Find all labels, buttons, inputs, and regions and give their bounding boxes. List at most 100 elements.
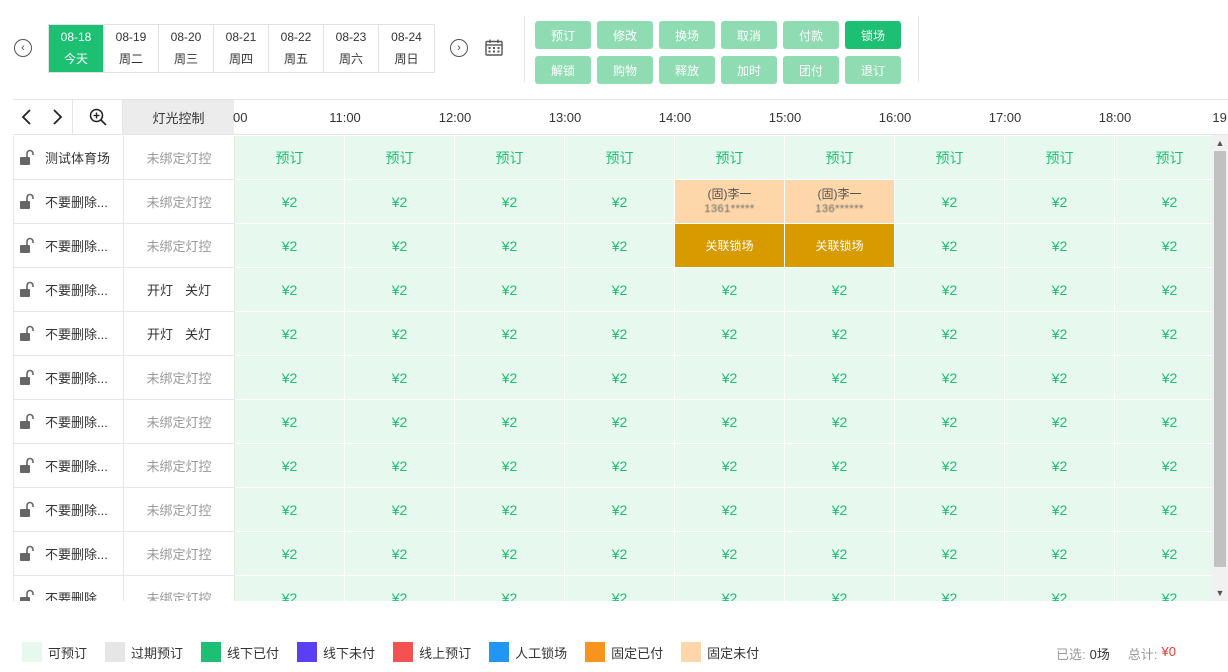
time-slot[interactable]: 预订 (235, 136, 345, 180)
unlock-icon[interactable] (18, 545, 36, 563)
time-slot[interactable]: ¥2 (565, 180, 675, 224)
time-slot[interactable]: 预订 (565, 136, 675, 180)
time-slot[interactable]: ¥2 (1115, 224, 1225, 268)
time-slot[interactable]: ¥2 (1005, 444, 1115, 488)
action-button[interactable]: 退订 (845, 56, 901, 84)
action-button[interactable]: 购物 (597, 56, 653, 84)
time-slot[interactable]: ¥2 (785, 444, 895, 488)
unlock-icon[interactable] (18, 589, 36, 602)
time-slot[interactable]: ¥2 (345, 400, 455, 444)
time-slot[interactable]: ¥2 (235, 356, 345, 400)
time-slot[interactable]: ¥2 (235, 180, 345, 224)
time-slot[interactable]: ¥2 (785, 532, 895, 576)
time-slot[interactable]: ¥2 (565, 532, 675, 576)
time-slot[interactable]: ¥2 (1005, 356, 1115, 400)
time-slot[interactable]: ¥2 (1005, 312, 1115, 356)
time-slot[interactable]: ¥2 (345, 224, 455, 268)
time-slot[interactable]: ¥2 (565, 444, 675, 488)
time-slot[interactable]: ¥2 (455, 356, 565, 400)
booked-slot[interactable]: (固)李一 1361***** (675, 180, 785, 224)
time-slot[interactable]: ¥2 (785, 356, 895, 400)
time-slot[interactable]: 预订 (785, 136, 895, 180)
time-slot[interactable]: ¥2 (785, 576, 895, 601)
time-slot[interactable]: ¥2 (455, 312, 565, 356)
action-button[interactable]: 付款 (783, 21, 839, 49)
time-slot[interactable]: ¥2 (455, 268, 565, 312)
time-slot[interactable]: ¥2 (565, 268, 675, 312)
action-button[interactable]: 取消 (721, 21, 777, 49)
light-on-button[interactable]: 开灯 (146, 283, 173, 298)
time-slot[interactable]: ¥2 (675, 488, 785, 532)
time-slot[interactable]: 预订 (345, 136, 455, 180)
time-slot[interactable]: ¥2 (1005, 576, 1115, 601)
time-slot[interactable]: ¥2 (235, 444, 345, 488)
time-slot[interactable]: ¥2 (235, 532, 345, 576)
time-slot[interactable]: ¥2 (895, 400, 1005, 444)
time-slot[interactable]: ¥2 (1115, 268, 1225, 312)
date-tab[interactable]: 08-18 今天 (49, 25, 104, 72)
time-slot[interactable]: ¥2 (345, 312, 455, 356)
time-slot[interactable]: ¥2 (895, 576, 1005, 601)
action-button[interactable]: 预订 (535, 21, 591, 49)
time-slot[interactable]: ¥2 (1115, 532, 1225, 576)
action-button[interactable]: 解锁 (535, 56, 591, 84)
date-tab[interactable]: 08-21 周四 (214, 25, 269, 72)
time-slot[interactable]: 预订 (675, 136, 785, 180)
date-tab[interactable]: 08-22 周五 (269, 25, 324, 72)
prev-week-button[interactable]: ‹ (14, 39, 32, 57)
time-slot[interactable]: ¥2 (1005, 532, 1115, 576)
time-slot[interactable]: ¥2 (455, 400, 565, 444)
time-slot[interactable]: ¥2 (345, 444, 455, 488)
time-slot[interactable]: ¥2 (895, 488, 1005, 532)
grid-next-button[interactable] (41, 100, 73, 134)
time-slot[interactable]: ¥2 (455, 532, 565, 576)
time-slot[interactable]: ¥2 (895, 532, 1005, 576)
date-tab[interactable]: 08-24 周日 (379, 25, 434, 72)
unlock-icon[interactable] (18, 237, 36, 255)
time-slot[interactable]: ¥2 (565, 224, 675, 268)
unlock-icon[interactable] (18, 501, 36, 519)
time-slot[interactable]: ¥2 (345, 356, 455, 400)
time-slot[interactable]: ¥2 (785, 312, 895, 356)
time-slot[interactable]: ¥2 (455, 444, 565, 488)
time-slot[interactable]: ¥2 (1005, 224, 1115, 268)
unlock-icon[interactable] (18, 457, 36, 475)
action-button[interactable]: 锁场 (845, 21, 901, 49)
time-slot[interactable]: ¥2 (565, 576, 675, 601)
time-slot[interactable]: ¥2 (1005, 180, 1115, 224)
grid-prev-button[interactable] (13, 100, 41, 134)
time-slot[interactable]: ¥2 (235, 312, 345, 356)
time-slot[interactable]: ¥2 (345, 576, 455, 601)
date-tab[interactable]: 08-19 周二 (104, 25, 159, 72)
time-slot[interactable]: ¥2 (1005, 488, 1115, 532)
action-button[interactable]: 换场 (659, 21, 715, 49)
time-slot[interactable]: ¥2 (675, 400, 785, 444)
time-slot[interactable]: ¥2 (565, 356, 675, 400)
time-slot[interactable]: ¥2 (235, 400, 345, 444)
time-slot[interactable]: ¥2 (1115, 356, 1225, 400)
unlock-icon[interactable] (18, 281, 36, 299)
next-week-button[interactable]: › (450, 39, 468, 57)
scroll-up-icon[interactable]: ▲ (1215, 138, 1225, 148)
time-slot[interactable]: ¥2 (1115, 444, 1225, 488)
time-slot[interactable]: ¥2 (895, 312, 1005, 356)
time-slot[interactable]: ¥2 (235, 576, 345, 601)
action-button[interactable]: 团付 (783, 56, 839, 84)
time-slot[interactable]: ¥2 (455, 576, 565, 601)
time-slot[interactable]: ¥2 (455, 488, 565, 532)
unlock-icon[interactable] (18, 325, 36, 343)
time-slot[interactable]: ¥2 (1115, 400, 1225, 444)
time-slot[interactable]: ¥2 (895, 180, 1005, 224)
time-slot[interactable]: ¥2 (1005, 268, 1115, 312)
time-slot[interactable]: ¥2 (895, 224, 1005, 268)
time-slot[interactable]: 预订 (455, 136, 565, 180)
locked-slot[interactable]: 关联锁场 (785, 224, 895, 268)
time-slot[interactable]: ¥2 (675, 356, 785, 400)
action-button[interactable]: 加时 (721, 56, 777, 84)
unlock-icon[interactable] (18, 149, 36, 167)
light-off-button[interactable]: 关灯 (185, 327, 212, 342)
date-tab[interactable]: 08-20 周三 (159, 25, 214, 72)
time-slot[interactable]: ¥2 (565, 488, 675, 532)
time-slot[interactable]: ¥2 (345, 180, 455, 224)
time-slot[interactable]: 预订 (1005, 136, 1115, 180)
